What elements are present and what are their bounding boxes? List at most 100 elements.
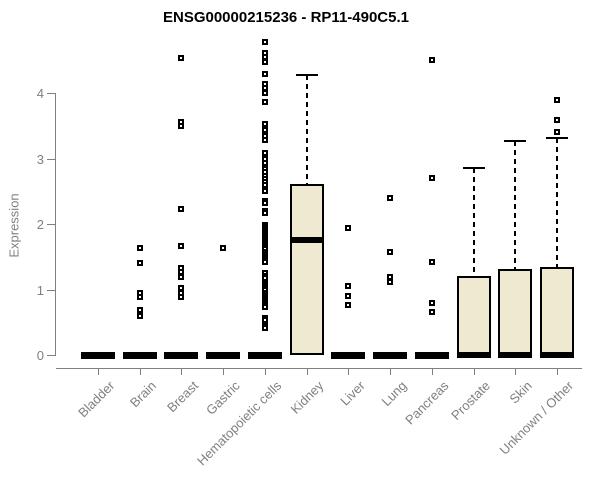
x-axis-tick [181, 369, 183, 375]
outlier-point-hematopoietic-cells [261, 200, 268, 207]
y-axis-line [55, 93, 56, 356]
x-tick-label: Skin [506, 378, 535, 407]
whisker-kidney [305, 75, 308, 185]
outlier-point-lung [387, 279, 394, 286]
chart-title: ENSG00000215236 - RP11-490C5.1 [162, 9, 409, 26]
outlier-point-hematopoietic-cells [261, 150, 268, 157]
outlier-point-unknown-other [554, 97, 561, 104]
outlier-point-breast [178, 294, 185, 301]
outlier-point-liver [345, 293, 352, 300]
whisker-cap-unknown-other [546, 137, 569, 140]
box-prostate [456, 275, 491, 355]
outlier-point-hematopoietic-cells [261, 160, 268, 167]
x-axis-line [56, 368, 583, 369]
outlier-point-pancreas [428, 300, 435, 307]
outlier-point-brain [136, 294, 143, 301]
outlier-point-hematopoietic-cells [261, 137, 268, 144]
median-kidney [289, 237, 324, 244]
y-axis-tick [47, 93, 55, 94]
outlier-point-gastric [220, 245, 227, 252]
x-axis-tick [264, 369, 266, 375]
outlier-point-hematopoietic-cells [261, 209, 268, 216]
outlier-point-hematopoietic-cells [261, 325, 268, 332]
x-tick-label: Unknown / Other [497, 378, 577, 458]
whisker-prostate [472, 168, 475, 276]
outlier-point-liver [345, 224, 352, 231]
outlier-point-hematopoietic-cells [261, 317, 268, 324]
y-axis-tick [47, 355, 55, 356]
x-tick-label: Brain [127, 378, 160, 411]
y-tick-label: 2 [36, 217, 44, 232]
x-tick-label: Prostate [448, 378, 494, 423]
box-lung [373, 351, 408, 359]
x-tick-label: Pancreas [402, 378, 452, 428]
outlier-point-liver [345, 302, 352, 309]
x-axis-tick [348, 369, 350, 375]
y-axis-tick [47, 224, 55, 225]
outlier-point-hematopoietic-cells [261, 59, 268, 66]
outlier-point-liver [345, 283, 352, 290]
outlier-point-lung [387, 274, 394, 281]
y-axis-tick [47, 289, 55, 291]
whisker-skin [514, 140, 517, 270]
x-tick-label: Lung [378, 378, 410, 410]
outlier-point-hematopoietic-cells [261, 127, 268, 134]
outlier-point-hematopoietic-cells [261, 90, 268, 96]
x-tick-label: Gastric [203, 378, 243, 418]
x-tick-label: Breast [163, 378, 202, 416]
box-breast [164, 351, 199, 359]
x-axis-tick [98, 369, 99, 375]
outlier-point-unknown-other [554, 116, 561, 123]
median-prostate [456, 352, 491, 358]
y-tick-label: 4 [36, 86, 44, 101]
x-axis-tick [515, 369, 517, 375]
x-axis-tick [557, 369, 559, 375]
whisker-unknown-other [556, 138, 559, 268]
x-axis-tick [473, 369, 475, 375]
x-axis-tick [306, 369, 308, 375]
outlier-point-lung [387, 249, 394, 256]
box-gastric [206, 351, 241, 359]
outlier-point-breast [178, 55, 185, 62]
outlier-point-hematopoietic-cells [261, 71, 268, 77]
y-tick-label: 1 [36, 282, 44, 298]
outlier-point-unknown-other [554, 129, 561, 136]
x-tick-label: Bladder [75, 378, 118, 421]
outlier-point-hematopoietic-cells [261, 303, 268, 310]
x-axis-tick [431, 369, 433, 375]
outlier-point-breast [178, 274, 185, 281]
outlier-point-breast [178, 243, 185, 250]
box-bladder [81, 351, 115, 359]
whisker-cap-kidney [295, 74, 318, 77]
outlier-point-pancreas [428, 258, 435, 265]
whisker-cap-prostate [462, 167, 485, 170]
x-axis-tick [223, 369, 225, 375]
outlier-point-brain [136, 313, 143, 320]
x-axis-tick [390, 369, 392, 375]
median-skin [498, 352, 533, 358]
box-skin [498, 269, 533, 355]
box-kidney [289, 184, 324, 355]
y-tick-label: 3 [36, 151, 44, 167]
outlier-point-brain [136, 245, 143, 252]
y-tick-label: 0 [36, 348, 44, 363]
x-axis-tick [139, 369, 141, 375]
outlier-point-brain [136, 260, 143, 267]
outlier-point-hematopoietic-cells [261, 188, 268, 195]
box-liver [331, 351, 366, 359]
box-pancreas [414, 351, 449, 359]
outlier-point-pancreas [428, 175, 435, 182]
box-hematopoietic-cells [247, 351, 282, 359]
whisker-cap-skin [504, 139, 527, 142]
outlier-point-lung [387, 195, 394, 202]
outlier-point-hematopoietic-cells [261, 121, 268, 128]
outlier-point-hematopoietic-cells [261, 38, 268, 45]
outlier-point-pancreas [428, 309, 435, 316]
outlier-point-hematopoietic-cells [261, 258, 268, 265]
box-unknown-other [540, 267, 575, 355]
outlier-point-breast [178, 205, 185, 212]
outlier-point-brain [136, 306, 143, 313]
outlier-point-hematopoietic-cells [261, 99, 268, 106]
outlier-point-pancreas [428, 57, 435, 64]
